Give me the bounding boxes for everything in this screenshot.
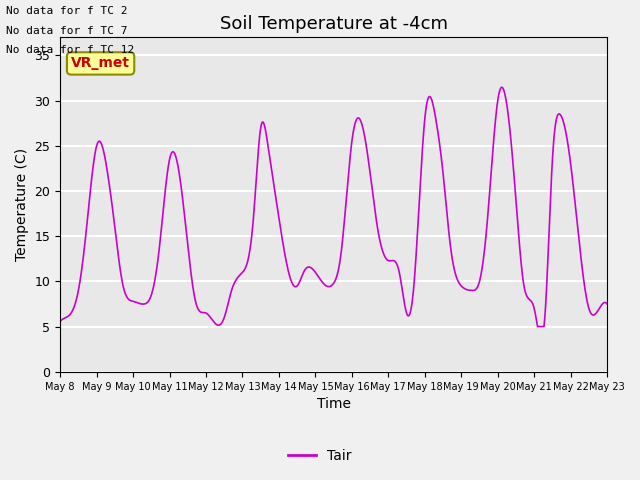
- Legend: Tair: Tair: [283, 443, 357, 468]
- Title: Soil Temperature at -4cm: Soil Temperature at -4cm: [220, 15, 447, 33]
- Y-axis label: Temperature (C): Temperature (C): [15, 148, 29, 261]
- Legend: : [328, 414, 339, 425]
- X-axis label: Time: Time: [317, 397, 351, 411]
- Text: VR_met: VR_met: [71, 57, 130, 71]
- Text: No data for f TC 2: No data for f TC 2: [6, 6, 128, 16]
- Text: No data for f TC 7: No data for f TC 7: [6, 25, 128, 36]
- Text: No data for f TC 12: No data for f TC 12: [6, 45, 134, 55]
